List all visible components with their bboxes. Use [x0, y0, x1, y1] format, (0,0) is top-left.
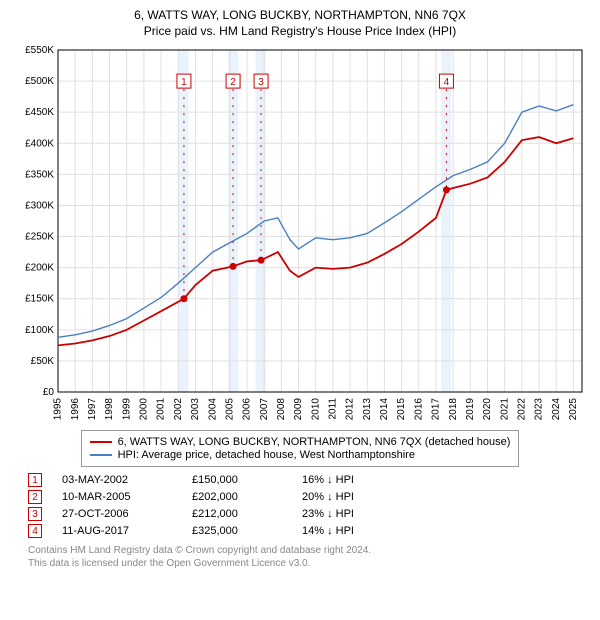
svg-text:2004: 2004: [207, 398, 218, 421]
svg-text:2011: 2011: [328, 398, 339, 420]
legend: 6, WATTS WAY, LONG BUCKBY, NORTHAMPTON, …: [81, 430, 520, 467]
chart: £0 £50K £100K £150K £200K £250K £300K £350K £400…: [10, 42, 590, 422]
legend-row: HPI: Average price, detached house, West…: [90, 449, 511, 461]
svg-text:£450K: £450K: [25, 107, 54, 118]
footer-line: This data is licensed under the Open Gov…: [28, 557, 590, 570]
svg-text:2: 2: [230, 77, 236, 88]
svg-text:4: 4: [444, 77, 450, 88]
svg-text:2016: 2016: [413, 398, 424, 421]
svg-text:2019: 2019: [465, 398, 476, 421]
transaction-date: 03-MAY-2002: [62, 474, 172, 486]
svg-text:2005: 2005: [224, 398, 235, 421]
svg-text:3: 3: [258, 77, 264, 88]
svg-text:1998: 1998: [104, 398, 115, 421]
svg-text:£550K: £550K: [25, 45, 54, 56]
legend-label: 6, WATTS WAY, LONG BUCKBY, NORTHAMPTON, …: [118, 436, 511, 448]
table-row: 3 27-OCT-2006 £212,000 23% ↓ HPI: [28, 507, 590, 521]
svg-text:2002: 2002: [173, 398, 184, 421]
svg-text:2023: 2023: [534, 398, 545, 421]
transaction-pct: 16% ↓ HPI: [302, 474, 402, 486]
table-row: 4 11-AUG-2017 £325,000 14% ↓ HPI: [28, 524, 590, 538]
svg-text:£400K: £400K: [25, 138, 54, 149]
svg-text:2017: 2017: [431, 398, 442, 421]
title-block: 6, WATTS WAY, LONG BUCKBY, NORTHAMPTON, …: [10, 8, 590, 38]
svg-text:£500K: £500K: [25, 76, 54, 87]
svg-text:2015: 2015: [396, 398, 407, 421]
svg-text:£0: £0: [43, 387, 55, 398]
svg-text:1: 1: [181, 77, 187, 88]
page-container: 6, WATTS WAY, LONG BUCKBY, NORTHAMPTON, …: [0, 0, 600, 578]
title-line1: 6, WATTS WAY, LONG BUCKBY, NORTHAMPTON, …: [10, 8, 590, 22]
transaction-price: £325,000: [192, 525, 282, 537]
transaction-date: 27-OCT-2006: [62, 508, 172, 520]
svg-text:2008: 2008: [276, 398, 287, 421]
transaction-marker: 2: [28, 490, 42, 504]
svg-text:2006: 2006: [242, 398, 253, 421]
svg-text:2022: 2022: [517, 398, 528, 421]
svg-text:£350K: £350K: [25, 169, 54, 180]
svg-text:£250K: £250K: [25, 232, 54, 243]
svg-text:£200K: £200K: [25, 263, 54, 274]
transaction-date: 10-MAR-2005: [62, 491, 172, 503]
svg-text:2018: 2018: [448, 398, 459, 421]
svg-text:1995: 1995: [53, 398, 64, 421]
transaction-pct: 20% ↓ HPI: [302, 491, 402, 503]
svg-text:2012: 2012: [345, 398, 356, 421]
svg-text:1996: 1996: [70, 398, 81, 421]
transaction-pct: 14% ↓ HPI: [302, 525, 402, 537]
transaction-table: 1 03-MAY-2002 £150,000 16% ↓ HPI 2 10-MA…: [28, 473, 590, 538]
svg-text:2025: 2025: [568, 398, 579, 421]
svg-text:2013: 2013: [362, 398, 373, 421]
legend-row: 6, WATTS WAY, LONG BUCKBY, NORTHAMPTON, …: [90, 436, 511, 448]
transaction-marker: 4: [28, 524, 42, 538]
svg-text:2024: 2024: [551, 398, 562, 421]
transaction-price: £150,000: [192, 474, 282, 486]
svg-text:2000: 2000: [139, 398, 150, 421]
svg-text:£100K: £100K: [25, 325, 54, 336]
svg-text:£300K: £300K: [25, 200, 54, 211]
transaction-price: £202,000: [192, 491, 282, 503]
legend-swatch: [90, 454, 112, 456]
transaction-date: 11-AUG-2017: [62, 525, 172, 537]
table-row: 1 03-MAY-2002 £150,000 16% ↓ HPI: [28, 473, 590, 487]
svg-text:1999: 1999: [121, 398, 132, 421]
svg-text:£150K: £150K: [25, 294, 54, 305]
svg-text:£50K: £50K: [31, 356, 55, 367]
table-row: 2 10-MAR-2005 £202,000 20% ↓ HPI: [28, 490, 590, 504]
svg-text:2009: 2009: [293, 398, 304, 421]
svg-text:2010: 2010: [310, 398, 321, 421]
transaction-pct: 23% ↓ HPI: [302, 508, 402, 520]
svg-text:2003: 2003: [190, 398, 201, 421]
legend-swatch: [90, 441, 112, 443]
svg-text:2020: 2020: [482, 398, 493, 421]
svg-text:2007: 2007: [259, 398, 270, 421]
footer-line: Contains HM Land Registry data © Crown c…: [28, 544, 590, 557]
transaction-marker: 1: [28, 473, 42, 487]
transaction-marker: 3: [28, 507, 42, 521]
chart-svg: £0 £50K £100K £150K £200K £250K £300K £350K £400…: [10, 42, 590, 422]
svg-text:2001: 2001: [156, 398, 167, 421]
transaction-price: £212,000: [192, 508, 282, 520]
title-line2: Price paid vs. HM Land Registry's House …: [10, 24, 590, 38]
svg-text:2021: 2021: [499, 398, 510, 421]
svg-text:2014: 2014: [379, 398, 390, 421]
footer: Contains HM Land Registry data © Crown c…: [28, 544, 590, 570]
svg-text:1997: 1997: [87, 398, 98, 421]
legend-label: HPI: Average price, detached house, West…: [118, 449, 415, 461]
